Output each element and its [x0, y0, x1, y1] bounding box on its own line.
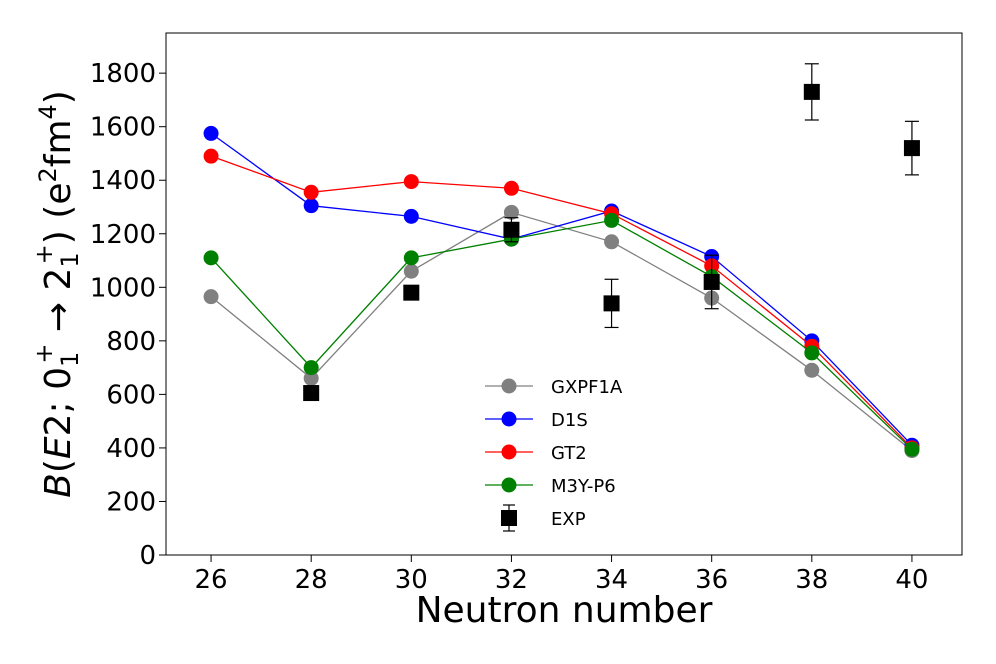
data-point-m3y-p6	[904, 441, 920, 457]
data-point-gt2	[203, 148, 219, 164]
legend-label: D1S	[551, 410, 588, 431]
y-tick-label: 200	[106, 487, 156, 517]
legend-marker	[501, 378, 517, 394]
x-tick-label: 30	[395, 565, 428, 595]
legend-item-exp: EXP	[501, 504, 586, 532]
data-point-d1s	[203, 125, 219, 141]
legend-label: EXP	[551, 509, 586, 530]
data-point-m3y-p6	[303, 360, 319, 376]
exp-point	[803, 63, 820, 121]
x-tick-label: 32	[495, 565, 528, 595]
y-tick-label: 0	[139, 541, 156, 571]
legend-item-m3y-p6: M3Y-P6	[485, 476, 616, 497]
data-point-d1s	[303, 198, 319, 214]
exp-point	[603, 278, 620, 329]
legend-marker	[501, 510, 517, 526]
data-point-m3y-p6	[403, 250, 419, 266]
exp-marker	[603, 295, 620, 312]
data-point-m3y-p6	[203, 250, 219, 266]
x-axis-title: Neutron number	[416, 590, 713, 631]
x-tick-label: 36	[695, 565, 728, 595]
data-point-gxpf1a	[403, 263, 419, 279]
exp-marker	[503, 221, 520, 238]
exp-marker	[703, 273, 720, 290]
exp-marker	[403, 284, 420, 301]
y-tick-label: 1000	[90, 273, 156, 303]
data-point-gt2	[503, 180, 519, 196]
data-point-m3y-p6	[604, 212, 620, 228]
series-line-gxpf1a	[210, 211, 913, 452]
data-point-gxpf1a	[804, 362, 820, 378]
y-tick-label: 1200	[90, 220, 156, 250]
y-axis-title: B(E2; 01+ → 21+) (e2fm4)	[30, 90, 84, 498]
data-point-d1s	[403, 208, 419, 224]
exp-point	[503, 217, 520, 243]
legend-label: GT2	[551, 443, 587, 464]
exp-marker	[303, 385, 320, 402]
x-tick-label: 34	[595, 565, 628, 595]
series-line-m3y-p6	[210, 219, 913, 450]
legend-item-d1s: D1S	[485, 410, 588, 431]
legend-item-gt2: GT2	[485, 443, 587, 464]
series-d1s	[203, 125, 920, 453]
exp-marker	[803, 83, 820, 100]
legend-label: GXPF1A	[551, 377, 623, 398]
series-line-d1s	[210, 132, 913, 446]
legend: GXPF1A D1S GT2 M3Y-P6 EXP	[485, 377, 623, 532]
data-point-gxpf1a	[203, 289, 219, 305]
exp-point	[303, 385, 320, 402]
exp-point	[403, 284, 420, 301]
exp-point	[703, 254, 720, 310]
legend-item-gxpf1a: GXPF1A	[485, 377, 623, 398]
x-tick-label: 40	[895, 565, 928, 595]
x-tick-label: 38	[795, 565, 828, 595]
data-point-gxpf1a	[503, 204, 519, 220]
legend-marker	[501, 444, 517, 460]
plot-frame	[165, 32, 963, 556]
exp-marker	[903, 140, 920, 157]
x-tick-label: 26	[195, 565, 228, 595]
series-line-gt2	[210, 155, 913, 449]
data-point-m3y-p6	[804, 345, 820, 361]
data-point-gxpf1a	[303, 370, 319, 386]
legend-marker	[501, 477, 517, 493]
y-tick-label: 800	[106, 327, 156, 357]
legend-label: M3Y-P6	[551, 476, 616, 497]
data-point-gt2	[303, 184, 319, 200]
series-m3y-p6	[203, 212, 920, 457]
y-tick-label: 1400	[90, 166, 156, 196]
data-point-gxpf1a	[604, 234, 620, 250]
exp-point	[903, 120, 920, 176]
x-tick-label: 28	[295, 565, 328, 595]
legend-marker	[501, 411, 517, 427]
y-tick-label: 400	[106, 434, 156, 464]
y-tick-label: 1800	[90, 59, 156, 89]
y-tick-label: 600	[106, 380, 156, 410]
data-point-gt2	[403, 174, 419, 190]
y-tick-label: 1600	[90, 113, 156, 143]
